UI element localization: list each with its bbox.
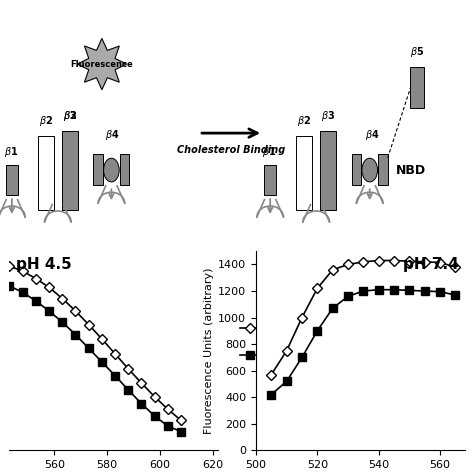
Polygon shape — [93, 154, 103, 185]
Y-axis label: Fluorescence Units (arbitrary): Fluorescence Units (arbitrary) — [204, 267, 214, 434]
Text: $\beta$4: $\beta$4 — [105, 128, 119, 142]
Text: NBD: NBD — [396, 164, 426, 177]
Text: $\beta$5: $\beta$5 — [410, 45, 424, 59]
Polygon shape — [38, 136, 54, 210]
Text: $\beta$2: $\beta$2 — [297, 114, 311, 128]
Polygon shape — [352, 154, 361, 185]
Text: $\beta$3: $\beta$3 — [63, 109, 77, 123]
Ellipse shape — [104, 158, 119, 182]
Polygon shape — [120, 154, 129, 185]
Polygon shape — [62, 131, 78, 210]
Text: $\beta$2: $\beta$2 — [39, 114, 53, 128]
Text: Fluorescence: Fluorescence — [71, 60, 133, 69]
Text: pH 7.4: pH 7.4 — [402, 257, 458, 272]
Polygon shape — [264, 165, 276, 195]
Text: $\beta$3: $\beta$3 — [321, 109, 335, 123]
Polygon shape — [296, 136, 312, 210]
Polygon shape — [378, 154, 388, 185]
Text: $\beta$4: $\beta$4 — [365, 128, 379, 142]
Text: $\beta$1: $\beta$1 — [4, 145, 18, 159]
Legend: no
cholesterol, plus
cholesterol: no cholesterol, plus cholesterol — [236, 312, 328, 369]
Text: pH 4.5: pH 4.5 — [16, 257, 72, 272]
Text: Cholesterol Binding: Cholesterol Binding — [177, 146, 285, 155]
Ellipse shape — [362, 158, 378, 182]
Text: $\beta$2: $\beta$2 — [63, 109, 77, 123]
Text: $\beta$1: $\beta$1 — [262, 145, 276, 159]
Polygon shape — [320, 131, 336, 210]
Polygon shape — [6, 165, 18, 195]
Polygon shape — [410, 66, 424, 109]
Polygon shape — [77, 38, 127, 90]
